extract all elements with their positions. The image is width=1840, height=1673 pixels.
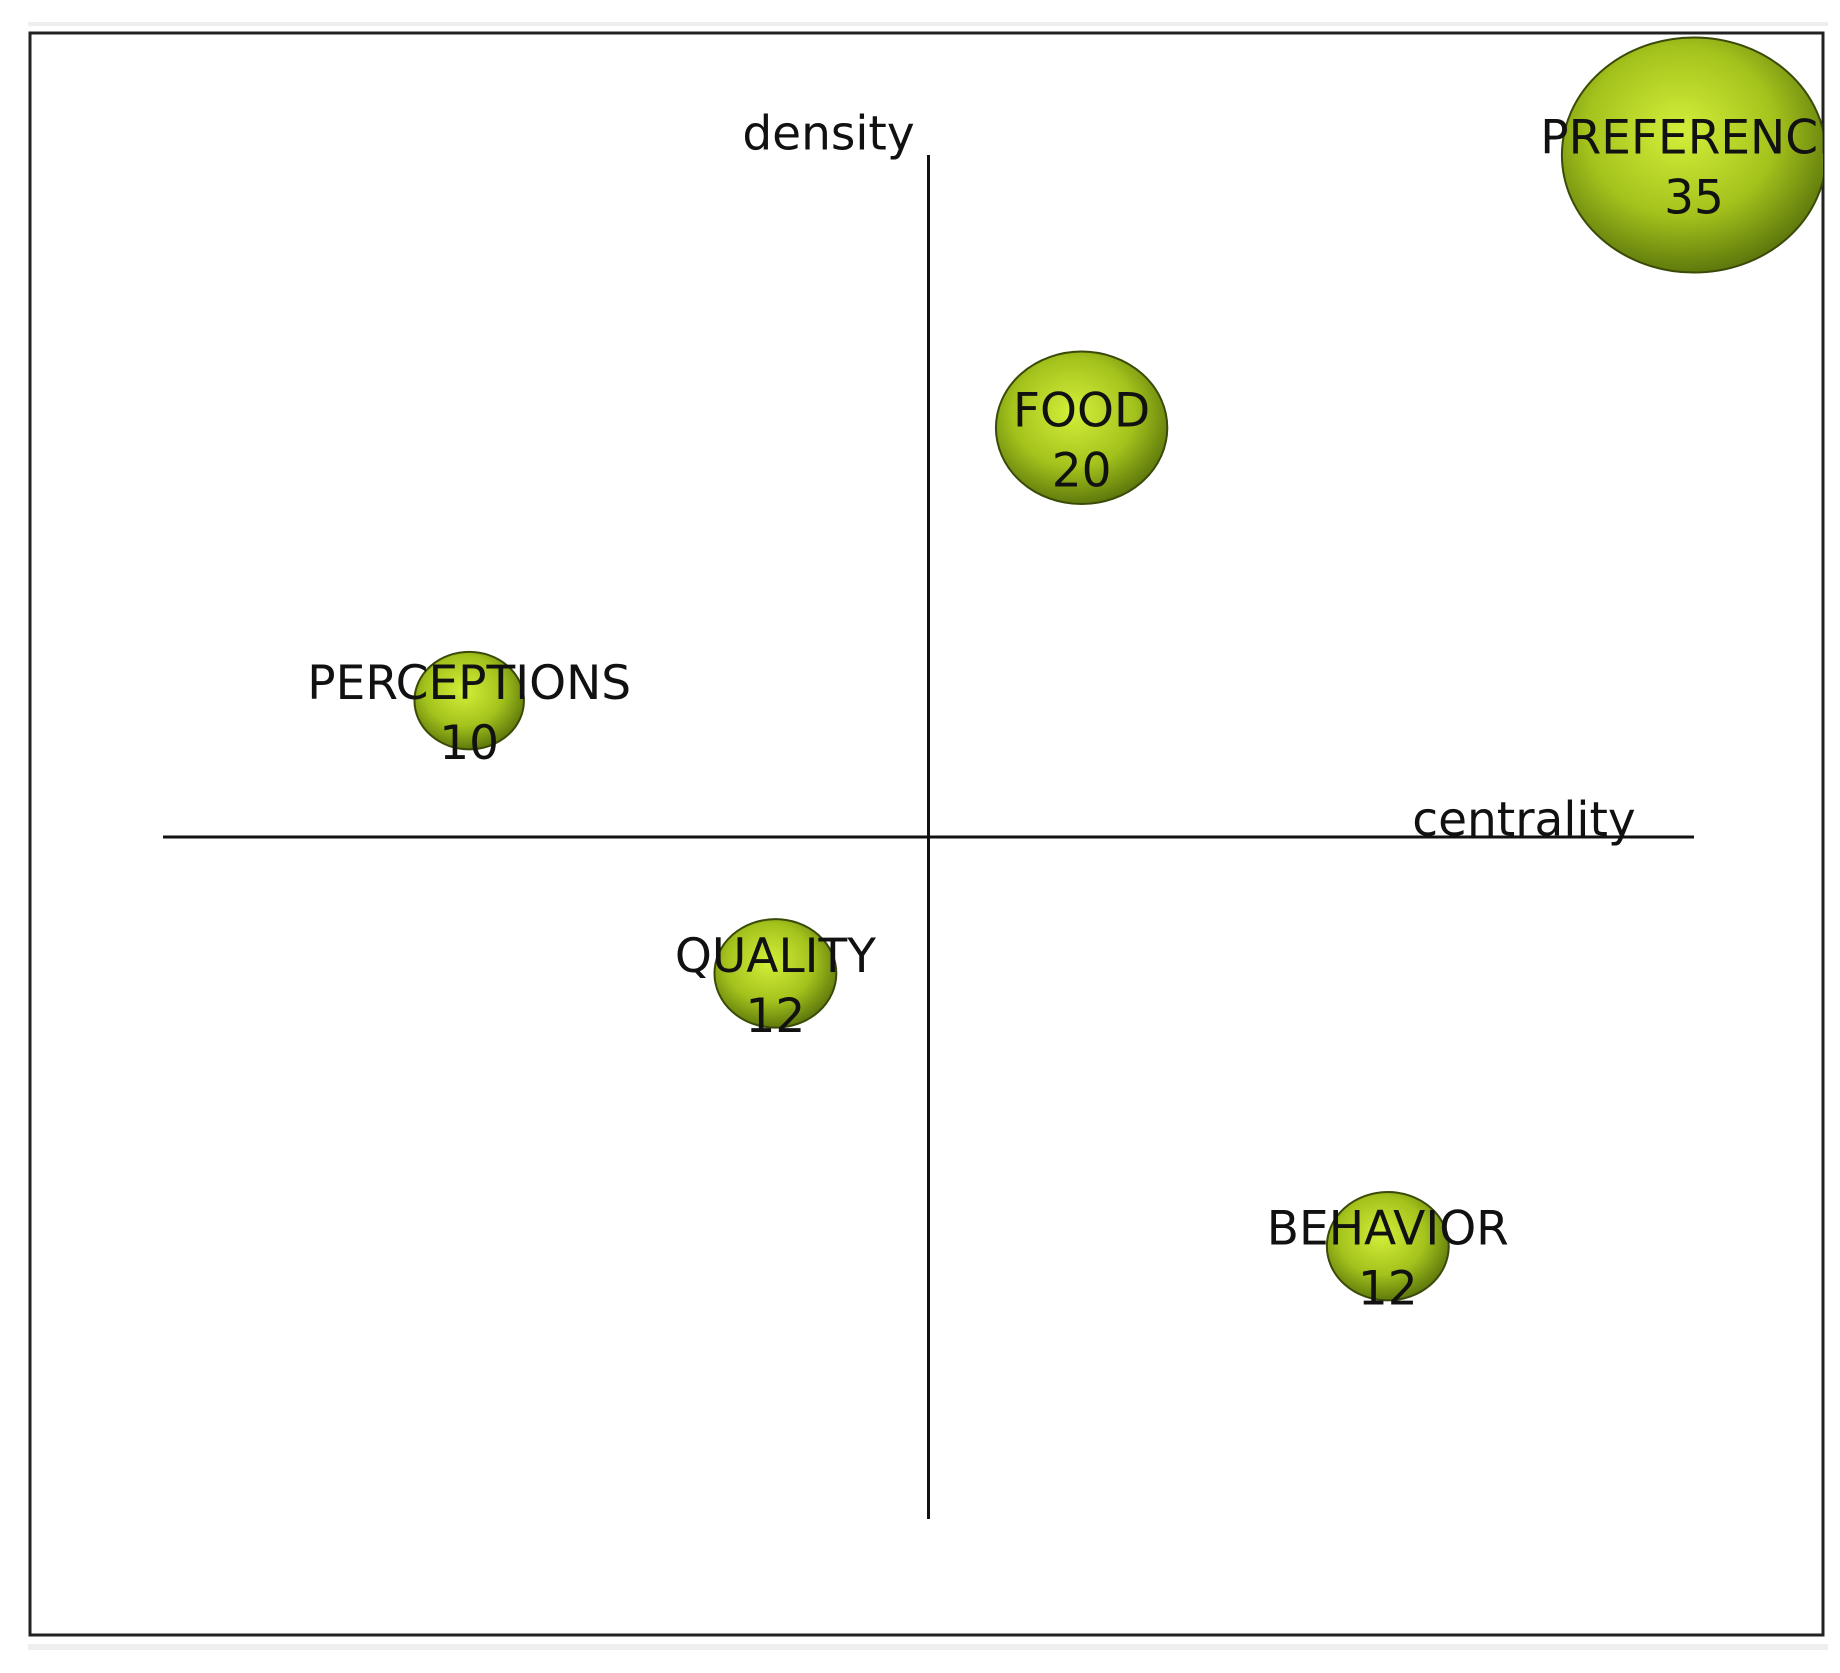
- bubble: [994, 350, 1169, 506]
- bubble: [1325, 1190, 1450, 1302]
- bubble-value: 35: [1664, 171, 1724, 226]
- top-bar: [28, 22, 1828, 26]
- bubble-label: QUALITY: [675, 929, 876, 984]
- bubble-label: FOOD: [1013, 383, 1150, 438]
- bubble-value: 12: [745, 989, 805, 1044]
- bubble-label: PREFERENCE: [1540, 111, 1840, 166]
- frame: [28, 31, 1825, 1637]
- bubble-label: BEHAVIOR: [1267, 1202, 1509, 1257]
- bubble-label: PERCEPTIONS: [307, 656, 631, 711]
- bubble-value: 20: [1052, 443, 1112, 498]
- y-axis-label: density: [742, 107, 914, 162]
- bubble-value: 10: [439, 716, 499, 771]
- bubble: [1560, 36, 1823, 274]
- bubble-value: 12: [1358, 1262, 1418, 1317]
- bubble: [413, 650, 525, 751]
- bottom-bar: [28, 1644, 1828, 1650]
- x-axis-label: centrality: [1412, 793, 1635, 848]
- bubble: [713, 918, 838, 1029]
